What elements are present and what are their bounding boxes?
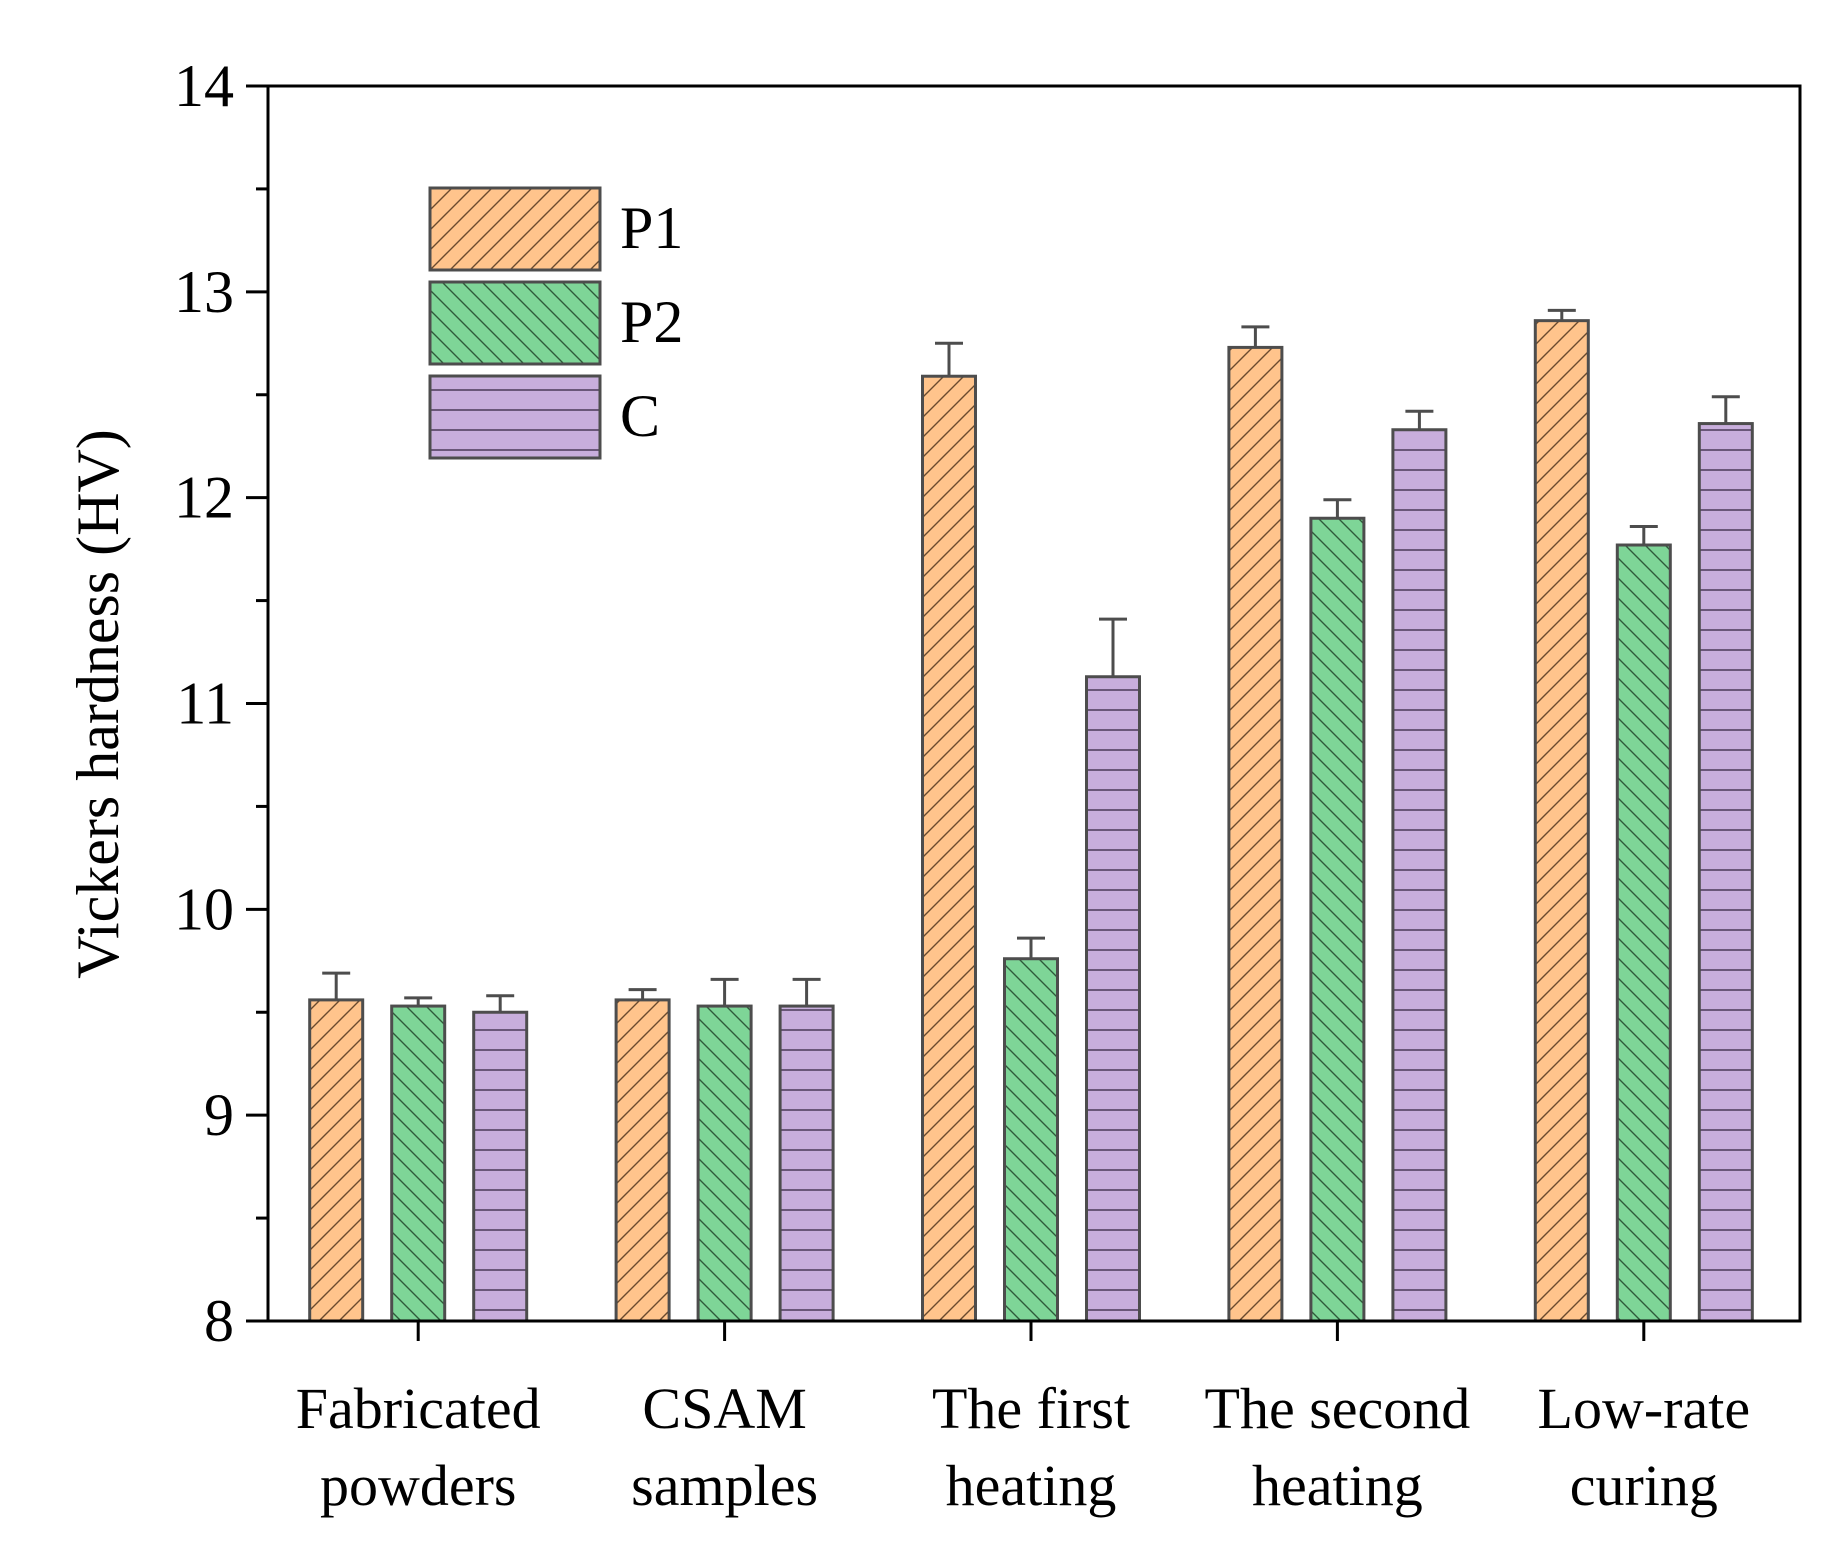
legend: P1 P2 C [428,186,683,460]
x-category-label: The first [932,1376,1130,1441]
x-category-label: heating [946,1453,1117,1518]
y-tick-label: 9 [204,1082,234,1148]
x-category-label: The second [1205,1376,1471,1441]
x-category-label: CSAM [642,1376,806,1441]
bar-p2-4 [1309,516,1366,1323]
bar-c-5 [1697,422,1754,1323]
y-tick-label: 8 [204,1288,234,1354]
x-category-label: heating [1252,1453,1423,1518]
legend-label-c: C [620,383,660,449]
y-axis-title: Vickers hardness (HV) [65,429,131,979]
legend-swatch-c [428,374,602,460]
legend-label-p2: P2 [620,289,683,355]
bar-p1-2 [614,998,671,1323]
bar-p1-5 [1533,319,1590,1323]
x-category-label: samples [631,1453,818,1518]
y-tick-label: 12 [174,465,234,531]
bar-p1-1 [308,998,365,1323]
bar-c-3 [1085,675,1141,1323]
y-tick-label: 14 [174,53,234,119]
y-tick-label: 13 [174,259,234,325]
x-category-label: powders [320,1453,517,1518]
legend-swatch-p1 [428,186,602,272]
bar-c-2 [778,1004,835,1323]
x-category-label: curing [1570,1453,1718,1518]
x-category-label: Fabricated [296,1376,541,1441]
legend-label-p1: P1 [620,195,683,261]
bar-p2-5 [1615,543,1672,1323]
x-category-label: Low-rate [1538,1376,1751,1441]
bar-p2-1 [390,1004,447,1323]
y-tick-label: 10 [174,876,234,942]
bar-p1-3 [921,374,977,1323]
y-tick-label: 11 [176,671,234,737]
bar-p2-3 [1003,957,1059,1323]
bar-p2-2 [696,1004,753,1323]
bar-p1-4 [1227,345,1284,1323]
bar-c-1 [472,1010,529,1323]
bar-c-4 [1391,428,1448,1323]
legend-swatch-p2 [428,280,602,366]
